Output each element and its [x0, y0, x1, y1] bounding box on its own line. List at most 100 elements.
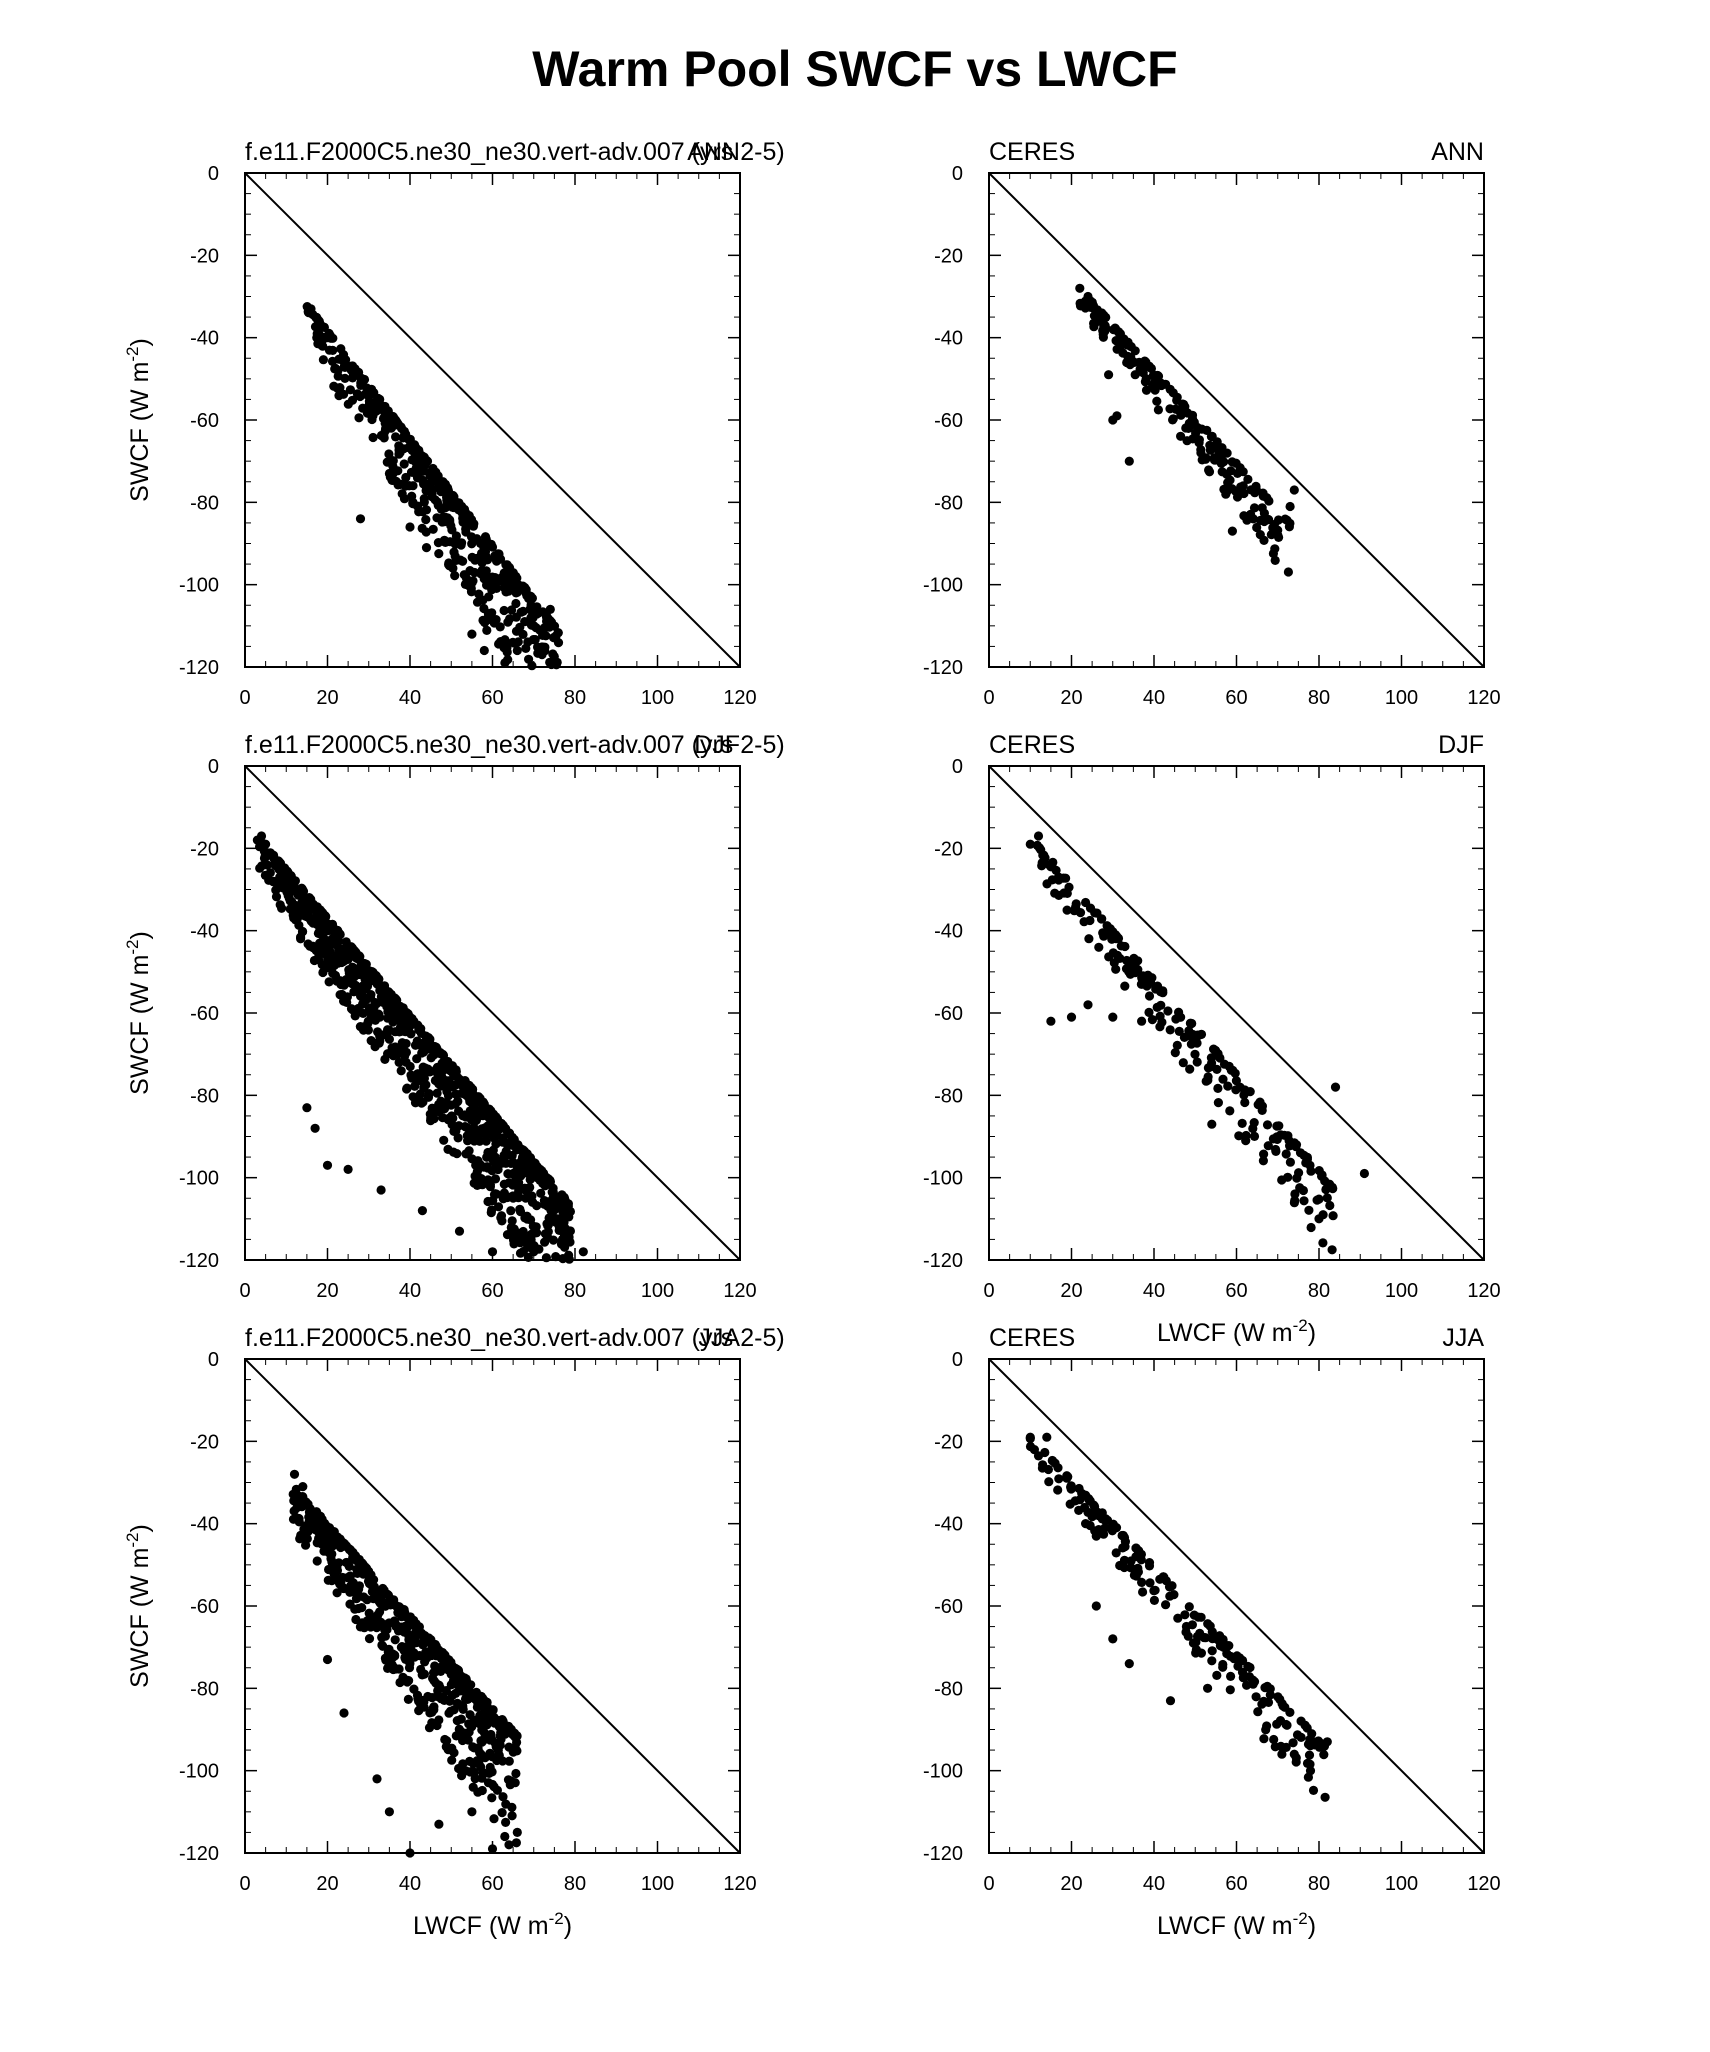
x-axis-title: LWCF (W m-2) — [413, 1909, 572, 1940]
scatter-point — [285, 880, 296, 891]
scatter-point — [1146, 363, 1156, 374]
scatter-point — [1172, 392, 1182, 402]
scatter-point — [1203, 1063, 1213, 1073]
scatter-points — [288, 1469, 522, 1858]
scatter-points — [1025, 1432, 1332, 1802]
scatter-point — [357, 992, 367, 1002]
scatter-point — [459, 1678, 469, 1688]
scatter-point — [456, 1727, 466, 1737]
scatter-point — [428, 524, 438, 534]
y-axis-title-end: ) — [126, 931, 154, 939]
scatter-point — [1253, 1707, 1263, 1717]
scatter-point — [519, 1233, 530, 1243]
x-tick-label: 0 — [239, 687, 250, 709]
scatter-point — [1285, 1707, 1295, 1717]
scatter-point — [423, 1033, 434, 1043]
scatter-point — [1229, 1654, 1239, 1664]
scatter-point — [467, 629, 477, 639]
scatter-point — [1305, 1759, 1315, 1769]
scatter-point — [380, 1631, 390, 1641]
scatter-point — [1259, 1696, 1269, 1706]
panel-left-title: f.e11.F2000C5.ne30_ne30.vert-adv.007 (yr… — [245, 731, 785, 759]
scatter-point — [450, 1663, 461, 1673]
x-tick-label: 120 — [1467, 687, 1500, 709]
scatter-point — [513, 1182, 523, 1192]
x-tick-label: 120 — [1467, 1280, 1500, 1302]
scatter-point — [1085, 302, 1095, 312]
y-tick-label: -120 — [923, 1843, 963, 1865]
scatter-point — [1207, 1656, 1217, 1666]
scatter-point — [1118, 348, 1128, 358]
scatter-point — [1238, 481, 1248, 491]
scatter-point — [356, 373, 367, 383]
scatter-point — [487, 1166, 497, 1176]
scatter-point — [364, 396, 374, 406]
scatter-point — [512, 1827, 522, 1837]
scatter-point — [345, 1571, 355, 1581]
scatter-point — [515, 1207, 526, 1217]
scatter-point — [384, 1034, 394, 1044]
scatter-point — [1270, 1742, 1280, 1752]
scatter-point — [451, 531, 461, 541]
y-tick-label: -60 — [190, 410, 219, 432]
scatter-point — [503, 1721, 514, 1731]
x-tick-label: 0 — [239, 1873, 250, 1895]
scatter-point — [1120, 981, 1130, 991]
scatter-point — [312, 1556, 322, 1566]
y-tick-label: -100 — [179, 575, 219, 597]
x-tick-label: 60 — [1225, 687, 1247, 709]
scatter-point — [1143, 979, 1153, 990]
scatter-point — [1223, 1081, 1233, 1091]
scatter-point — [359, 962, 370, 973]
scatter-point — [332, 925, 342, 935]
scatter-point — [1246, 485, 1256, 495]
y-tick-label: -80 — [934, 492, 963, 514]
scatter-point — [1303, 1739, 1314, 1749]
scatter-point — [467, 552, 477, 563]
scatter-point — [335, 1579, 345, 1589]
scatter-point — [423, 1633, 433, 1643]
y-tick-label: -100 — [179, 1168, 219, 1190]
scatter-point — [472, 1179, 482, 1189]
y-tick-label: -80 — [190, 492, 219, 514]
scatter-point — [431, 1641, 441, 1651]
x-axis-title: LWCF (W m-2) — [1157, 1316, 1316, 1347]
y-tick-label: -20 — [190, 245, 219, 267]
scatter-point — [497, 1808, 507, 1818]
scatter-point — [1243, 474, 1253, 484]
scatter-point — [1099, 1529, 1109, 1539]
scatter-point — [1165, 1591, 1175, 1601]
scatter-point — [1259, 1734, 1269, 1744]
scatter-point — [421, 515, 431, 525]
scatter-point — [565, 1226, 576, 1236]
scatter-point — [353, 1003, 363, 1014]
scatter-point — [310, 1524, 320, 1535]
scatter-point — [319, 933, 329, 943]
scatter-point — [1152, 370, 1162, 381]
x-tick-label: 40 — [1143, 1873, 1165, 1895]
y-tick-label: -40 — [190, 328, 219, 350]
scatter-point — [498, 1792, 508, 1802]
scatter-point — [1290, 1189, 1300, 1199]
scatter-point — [345, 1587, 355, 1597]
scatter-point — [1046, 862, 1056, 872]
x-axis-title-text: LWCF (W m — [1157, 1912, 1293, 1940]
scatter-point — [323, 1575, 333, 1585]
y-tick-label: 0 — [208, 756, 219, 778]
scatter-point — [510, 1742, 520, 1752]
y-tick-label: -100 — [923, 1168, 963, 1190]
scatter-point — [434, 1099, 444, 1110]
scatter-point — [1249, 1677, 1260, 1687]
scatter-point — [1225, 1106, 1235, 1116]
scatter-point — [405, 522, 415, 532]
scatter-point — [1149, 1595, 1159, 1605]
scatter-point — [330, 970, 341, 981]
scatter-point — [1046, 1016, 1056, 1026]
scatter-point — [470, 1171, 480, 1181]
scatter-point — [351, 1614, 361, 1625]
scatter-point — [396, 479, 406, 489]
scatter-point — [503, 617, 513, 627]
scatter-point — [548, 1183, 558, 1193]
scatter-point — [367, 384, 377, 394]
y-tick-label: -20 — [934, 1431, 963, 1453]
